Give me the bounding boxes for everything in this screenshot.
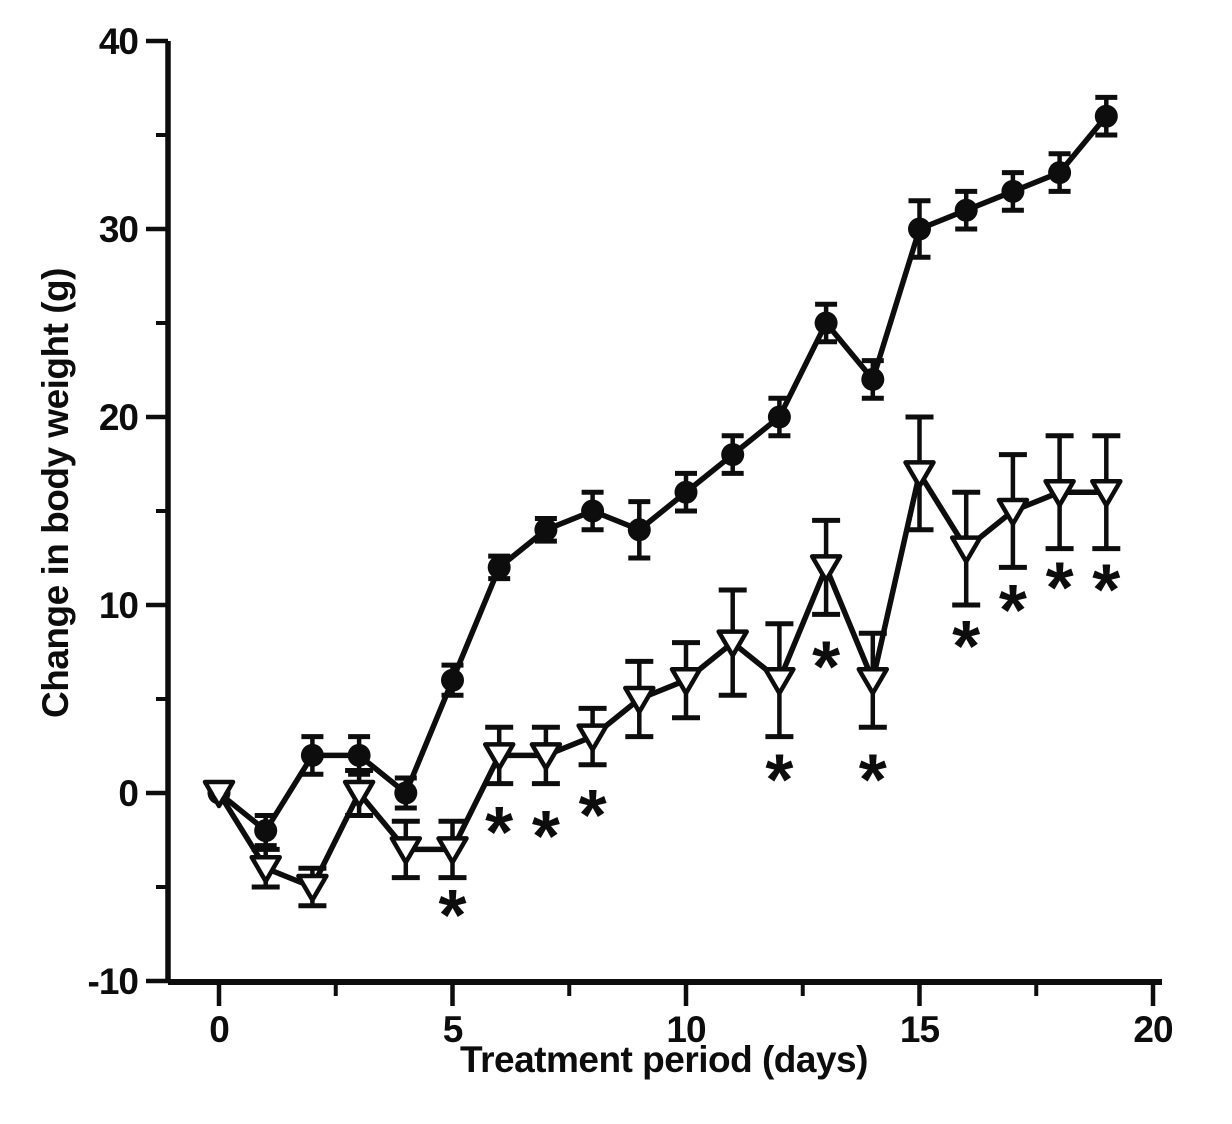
marker-filled-circle xyxy=(1094,104,1118,128)
marker-open-triangle xyxy=(436,836,469,865)
marker-filled-circle xyxy=(908,217,931,241)
marker-filled-circle xyxy=(441,668,464,692)
marker-filled-circle xyxy=(254,819,278,843)
significance-asterisk: * xyxy=(438,876,466,956)
marker-open-triangle xyxy=(1090,478,1123,508)
marker-open-triangle xyxy=(949,535,983,564)
y-tick-label: 10 xyxy=(99,585,139,626)
y-axis-title: Change in body weight (g) xyxy=(35,268,76,718)
day0-open-ring xyxy=(214,788,224,798)
significance-asterisk: * xyxy=(859,740,887,820)
marker-open-triangle xyxy=(342,779,376,809)
marker-filled-circle xyxy=(721,443,745,467)
marker-open-triangle xyxy=(389,836,423,865)
marker-filled-circle xyxy=(1048,161,1072,185)
marker-filled-circle xyxy=(627,518,651,542)
marker-open-triangle xyxy=(482,742,516,771)
significance-asterisk: * xyxy=(532,797,560,877)
y-tick-label: 30 xyxy=(99,209,139,250)
marker-open-triangle xyxy=(856,666,890,696)
y-tick-label: -10 xyxy=(88,961,139,1002)
marker-filled-circle xyxy=(954,198,978,222)
x-tick-label: 15 xyxy=(900,1009,940,1050)
marker-filled-circle xyxy=(674,480,698,504)
marker-filled-circle xyxy=(581,499,605,523)
significance-asterisk: * xyxy=(999,571,1027,651)
x-tick-label: 10 xyxy=(666,1009,706,1050)
marker-open-triangle xyxy=(996,497,1030,527)
significance-asterisk: * xyxy=(952,607,980,687)
significance-asterisk: * xyxy=(1046,549,1074,629)
marker-filled-circle xyxy=(814,311,838,335)
marker-filled-circle xyxy=(394,781,418,805)
y-tick-label: 0 xyxy=(118,773,138,814)
y-tick-label: 20 xyxy=(99,397,139,438)
series-line-filled-circle xyxy=(216,113,1110,834)
marker-filled-circle xyxy=(767,405,791,429)
significance-asterisk: * xyxy=(579,776,607,856)
x-tick-label: 0 xyxy=(209,1009,229,1050)
marker-open-triangle xyxy=(623,685,656,715)
marker-open-triangle xyxy=(716,629,749,658)
marker-open-triangle xyxy=(903,460,936,489)
significance-asterisk: * xyxy=(812,628,840,708)
y-tick-label: 40 xyxy=(99,21,139,62)
marker-open-triangle xyxy=(296,873,329,903)
marker-open-triangle xyxy=(809,554,843,583)
x-axis-title: Treatment period (days) xyxy=(460,1039,868,1080)
marker-open-triangle xyxy=(529,742,563,771)
x-tick-label: 5 xyxy=(443,1009,463,1050)
significance-asterisk: * xyxy=(1092,551,1120,631)
marker-filled-circle xyxy=(487,555,511,579)
marker-filled-circle xyxy=(300,743,324,767)
marker-open-triangle xyxy=(669,666,703,696)
marker-filled-circle xyxy=(861,367,885,391)
marker-open-triangle xyxy=(1043,478,1076,508)
significance-asterisk: * xyxy=(765,740,793,820)
marker-filled-circle xyxy=(534,518,558,542)
marker-filled-circle xyxy=(1001,179,1025,203)
marker-open-triangle xyxy=(249,854,282,884)
series-control-filled-circle xyxy=(207,94,1118,849)
marker-open-triangle xyxy=(576,723,609,752)
series-treated-open-triangle xyxy=(202,414,1123,909)
significance-layer: ** * * **** * * * xyxy=(438,549,1120,956)
marker-open-triangle xyxy=(763,666,796,696)
x-tick-label: 20 xyxy=(1133,1009,1173,1050)
plot-layer xyxy=(202,94,1123,909)
significance-asterisk: * xyxy=(485,793,513,873)
marker-filled-circle xyxy=(347,743,371,767)
axes-layer: -10 0 10 20 30 40 0 5 10 15 20 xyxy=(88,21,1174,1050)
